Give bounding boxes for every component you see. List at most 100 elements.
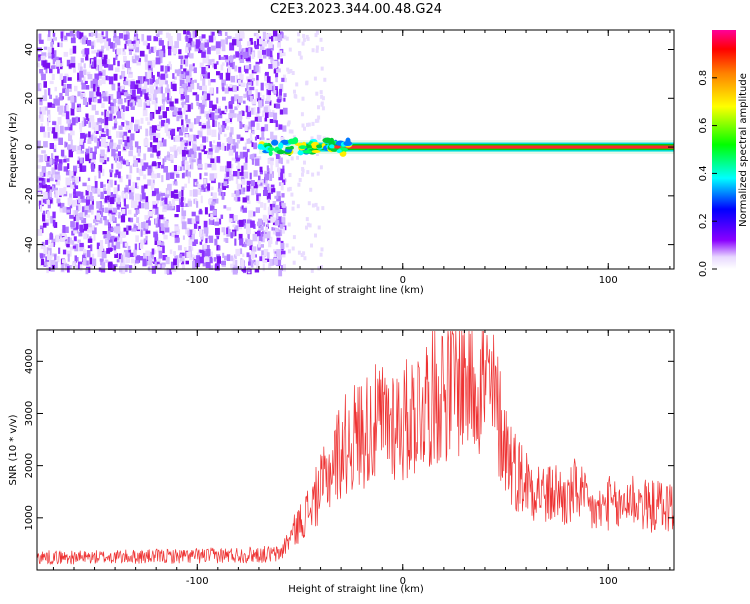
noise-cell [99,240,104,247]
noise-cell [164,268,168,275]
noise-cell [223,205,227,209]
noise-cell [162,158,165,166]
noise-cell [209,87,214,94]
noise-cell [73,230,78,234]
noise-cell [248,210,254,218]
noise-cell [151,248,155,255]
noise-cell [76,257,79,262]
noise-cell [237,220,240,225]
noise-cell [155,163,161,169]
noise-cell [37,192,42,196]
noise-cell [275,159,279,165]
noise-cell [143,221,146,229]
noise-cell [125,60,130,68]
noise-cell [211,129,217,137]
noise-cell [255,64,259,72]
noise-cell [287,222,291,227]
noise-cell [208,218,213,225]
noise-cell [184,203,190,207]
noise-cell [220,214,224,219]
noise-cell [50,159,55,164]
noise-cell [164,197,168,205]
noise-cell [104,154,107,160]
noise-cell [73,192,78,198]
noise-cell [105,31,109,39]
noise-cell [82,76,86,82]
noise-cell [130,104,135,110]
noise-cell [71,230,75,236]
noise-cell [216,87,219,94]
noise-cell [239,74,244,80]
noise-cell [114,118,117,124]
noise-cell [43,247,48,252]
noise-cell [212,209,217,216]
noise-cell [118,212,121,217]
noise-cell [203,220,208,229]
noise-cell [170,105,174,110]
noise-cell [94,175,97,184]
noise-cell [173,165,177,172]
noise-cell [70,130,75,136]
noise-cell [87,207,92,213]
noise-cell [277,61,280,66]
noise-cell [280,243,285,250]
noise-cell [154,207,159,215]
noise-cell [76,199,80,205]
noise-cell [121,191,124,199]
noise-cell [273,253,277,258]
noise-cell [194,30,197,38]
noise-cell [42,59,47,68]
noise-cell [53,222,58,228]
noise-cell [174,226,180,231]
noise-cell [85,199,91,206]
noise-cell [108,210,113,214]
noise-cell [104,207,108,213]
snr-ytick-label: 3000 [24,401,35,426]
signal-blob [302,150,313,154]
noise-cell [63,158,67,163]
noise-cell [79,157,83,164]
noise-cell [124,98,127,103]
noise-cell [39,101,43,106]
noise-cell [134,182,137,189]
noise-cell [259,182,263,186]
noise-cell [203,243,207,249]
noise-cell [179,112,183,119]
noise-cell [79,150,85,154]
noise-cell [225,83,228,89]
noise-cell [89,257,93,265]
noise-cell [239,31,245,39]
noise-cell [136,209,140,214]
noise-cell [106,234,111,240]
noise-cell [208,79,211,86]
noise-cell [290,156,294,161]
noise-cell [181,84,187,88]
noise-cell [236,157,240,162]
noise-cell [226,254,231,261]
noise-cell [189,122,194,129]
noise-cell [143,238,147,243]
noise-cell [172,83,177,92]
noise-cell [200,42,205,51]
noise-cell [274,195,279,199]
noise-cell [297,38,301,43]
noise-cell [104,234,108,238]
noise-cell [102,69,106,77]
noise-cell [132,89,136,97]
noise-cell [83,233,88,240]
noise-cell [247,200,251,204]
noise-cell [169,172,175,179]
noise-cell [97,249,103,258]
noise-cell [69,237,72,244]
noise-cell [180,142,184,150]
noise-cell [307,122,311,127]
noise-cell [100,191,104,200]
noise-cell [43,106,48,111]
noise-cell [244,65,250,71]
noise-cell [103,143,109,147]
noise-cell [86,214,91,218]
noise-cell [94,222,99,226]
noise-cell [287,187,291,192]
noise-cell [137,76,143,84]
noise-cell [182,235,185,240]
